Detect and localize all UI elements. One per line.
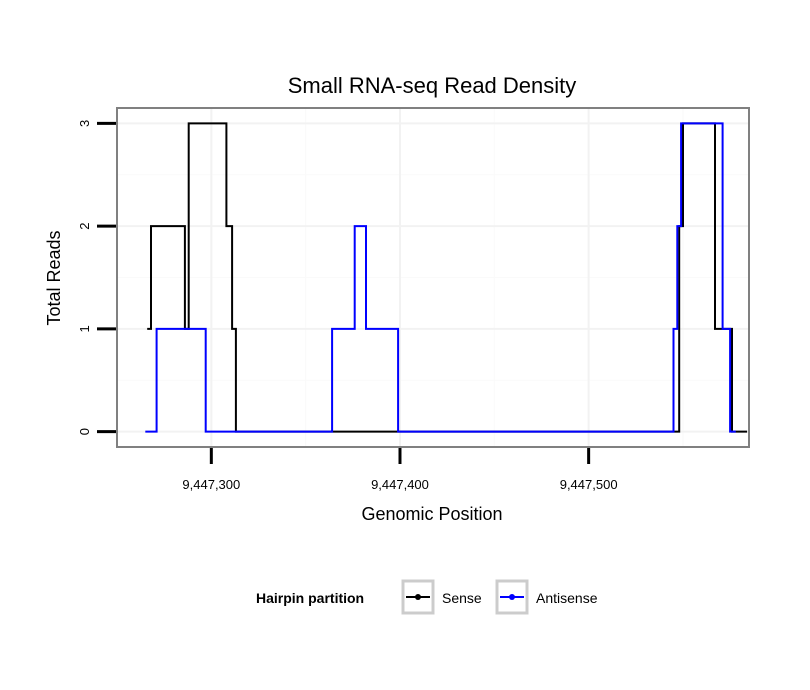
y-tick-label-1: 1 [77, 325, 92, 332]
plot-border [116, 107, 750, 448]
legend-title: Hairpin partition [256, 590, 364, 606]
legend-item-sense[interactable]: Sense [401, 579, 482, 615]
series-layer [145, 122, 748, 433]
x-axis-title: Genomic Position [361, 504, 502, 524]
y-tick-label-3: 3 [77, 120, 92, 127]
legend-key-dot-antisense [509, 594, 515, 600]
x-tick-label-0: 9,447,300 [182, 477, 240, 492]
y-axis: 0 1 2 3 [77, 120, 116, 435]
legend-label-antisense: Antisense [536, 590, 598, 606]
chart-title: Small RNA-seq Read Density [288, 73, 577, 98]
x-tick-label-1: 9,447,400 [371, 477, 429, 492]
y-tick-label-2: 2 [77, 222, 92, 229]
x-axis: 9,447,300 9,447,400 9,447,500 [182, 448, 618, 492]
legend-key-dot-sense [415, 594, 421, 600]
y-axis-title: Total Reads [44, 230, 64, 325]
series-line-antisense [145, 122, 736, 433]
legend-label-sense: Sense [442, 590, 482, 606]
legend-item-antisense[interactable]: Antisense [495, 579, 598, 615]
x-tick-label-2: 9,447,500 [560, 477, 618, 492]
y-tick-label-0: 0 [77, 428, 92, 435]
legend: Hairpin partition Sense Antisense [256, 579, 598, 615]
